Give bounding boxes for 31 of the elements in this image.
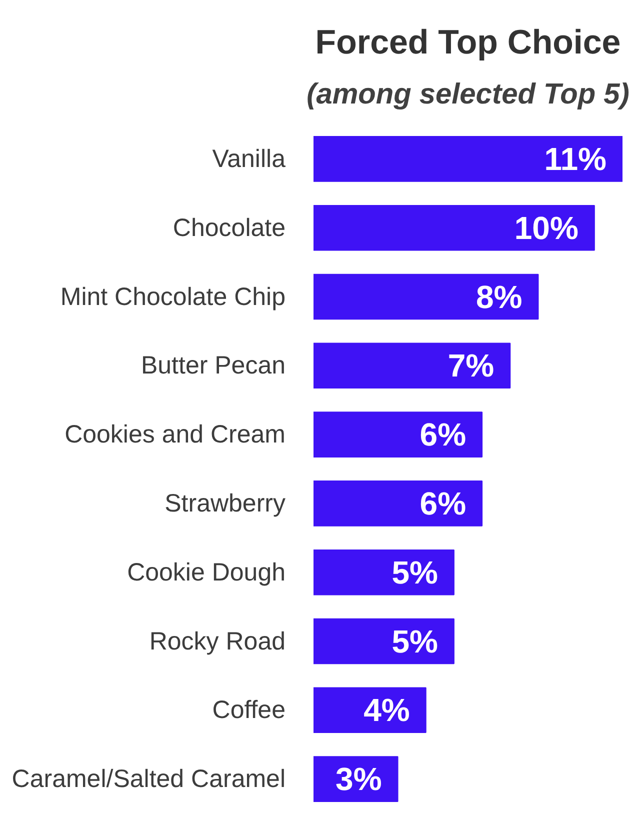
data-label: 6% [420,416,466,453]
chart-subtitle: (among selected Top 5) [306,78,630,110]
y-tick-label: Cookies and Cream [64,420,286,449]
bar [314,412,483,458]
bar [314,342,511,389]
chart-title: Forced Top Choice [315,24,621,62]
bar [314,274,539,320]
bar [314,480,483,526]
data-label: 3% [336,761,382,798]
y-tick-label: Coffee [212,696,286,724]
data-label: 5% [392,623,438,660]
y-tick-label: Butter Pecan [140,352,286,380]
y-tick-label: Vanilla [212,144,286,173]
data-label: 7% [448,348,494,384]
data-label: 5% [392,554,438,590]
y-tick-label: Mint Chocolate Chip [60,282,286,311]
y-tick-label: Cookie Dough [127,558,286,586]
data-label: 6% [420,485,466,522]
bar [314,618,454,664]
bar [314,549,454,596]
data-label: 11% [544,140,606,177]
y-tick-label: Strawberry [164,489,286,518]
data-label: 4% [364,692,410,728]
bar [314,136,622,182]
y-tick-label: Rocky Road [149,627,286,656]
data-label: 10% [514,210,578,246]
bar [314,687,426,734]
bar [314,204,595,251]
y-tick-label: Chocolate [172,214,286,242]
data-label: 8% [476,278,522,315]
y-tick-label: Caramel/Salted Caramel [12,765,286,794]
